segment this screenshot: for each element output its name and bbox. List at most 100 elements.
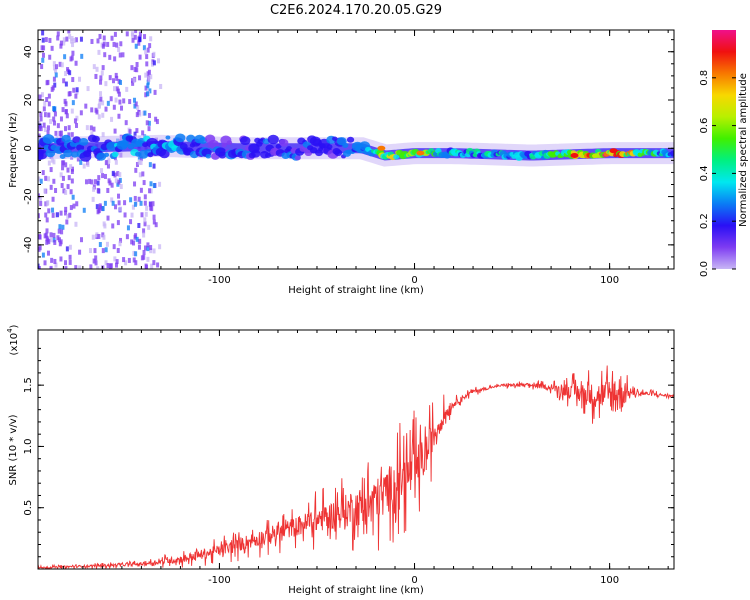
noise-speckle — [134, 260, 138, 266]
noise-speckle — [148, 162, 152, 168]
noise-speckle — [154, 222, 158, 228]
noise-speckle — [149, 188, 153, 194]
noise-speckle — [70, 132, 74, 138]
noise-speckle — [134, 233, 138, 239]
noise-speckle — [142, 250, 146, 256]
noise-speckle — [66, 184, 70, 190]
noise-speckle — [90, 131, 94, 137]
noise-speckle — [113, 86, 117, 92]
noise-speckle — [44, 37, 48, 43]
noise-speckle — [146, 256, 150, 262]
noise-speckle — [61, 175, 65, 181]
noise-speckle — [102, 41, 106, 47]
noise-speckle — [64, 206, 68, 212]
noise-speckle — [145, 61, 149, 67]
noise-speckle — [102, 234, 106, 240]
noise-speckle — [60, 229, 64, 235]
noise-speckle — [58, 61, 62, 67]
colorbar-ticks: 0.0 0.2 0.4 0.6 0.8 — [699, 70, 736, 277]
noise-speckle — [144, 245, 148, 251]
noise-speckle — [63, 54, 67, 60]
noise-speckle — [144, 49, 148, 55]
noise-speckle — [146, 47, 150, 53]
noise-speckle — [146, 83, 150, 89]
noise-speckle — [45, 235, 49, 241]
noise-speckle — [54, 262, 58, 268]
noise-speckle — [104, 247, 108, 253]
noise-speckle — [62, 37, 66, 43]
noise-speckle — [124, 260, 128, 266]
noise-speckle — [154, 116, 158, 122]
noise-speckle — [82, 207, 86, 213]
noise-speckle — [111, 200, 115, 206]
noise-speckle — [92, 126, 96, 132]
spectrogram-marks — [38, 30, 674, 269]
colorbar: 0.0 0.2 0.4 0.6 0.8 Normalized spectral ampl… — [699, 30, 749, 277]
ridge-blob — [174, 133, 186, 143]
noise-speckle — [99, 75, 103, 81]
noise-speckle — [133, 34, 137, 40]
noise-speckle — [135, 236, 139, 242]
noise-speckle — [131, 204, 135, 210]
noise-speckle — [47, 112, 51, 118]
noise-speckle — [72, 87, 76, 93]
noise-speckle — [109, 96, 113, 102]
noise-speckle — [79, 159, 83, 165]
noise-speckle — [51, 212, 55, 218]
noise-speckle — [135, 112, 139, 118]
noise-speckle — [38, 193, 41, 199]
noise-speckle — [50, 257, 54, 263]
noise-speckle — [61, 224, 65, 230]
noise-speckle — [113, 256, 117, 262]
noise-speckle — [38, 196, 42, 202]
noise-speckle — [56, 35, 60, 41]
x-tick-label: 100 — [600, 275, 619, 286]
noise-speckle — [139, 160, 143, 166]
noise-speckle — [78, 249, 82, 255]
noise-speckle — [64, 210, 68, 216]
noise-speckle — [104, 160, 108, 166]
noise-speckle — [108, 180, 112, 186]
noise-speckle — [145, 205, 149, 211]
noise-speckle — [148, 43, 152, 49]
noise-speckle — [61, 107, 65, 113]
noise-speckle — [50, 237, 54, 243]
noise-speckle — [95, 204, 99, 210]
noise-speckle — [76, 156, 80, 162]
noise-speckle — [102, 35, 106, 41]
noise-speckle — [110, 116, 114, 122]
noise-speckle — [38, 176, 41, 182]
noise-speckle — [56, 235, 60, 241]
noise-speckle — [93, 248, 97, 254]
noise-speckle — [104, 106, 108, 112]
noise-speckle — [62, 160, 66, 166]
noise-speckle — [79, 110, 83, 116]
noise-speckle — [122, 257, 126, 263]
noise-speckle — [52, 178, 56, 184]
noise-speckle — [134, 43, 138, 49]
noise-speckle — [114, 72, 118, 78]
noise-speckle — [90, 179, 94, 185]
noise-speckle — [68, 212, 72, 218]
noise-speckle — [113, 31, 117, 37]
noise-speckle — [43, 233, 47, 239]
noise-speckle — [73, 118, 77, 124]
noise-speckle — [132, 257, 136, 263]
noise-speckle — [101, 100, 105, 106]
noise-speckle — [159, 83, 163, 89]
noise-speckle — [41, 57, 45, 63]
noise-speckle — [106, 41, 110, 47]
noise-speckle — [131, 37, 135, 43]
noise-speckle — [97, 49, 101, 55]
noise-speckle — [71, 42, 75, 48]
noise-speckle — [99, 96, 103, 102]
noise-speckle — [130, 65, 134, 71]
noise-speckle — [66, 213, 70, 219]
noise-speckle — [75, 201, 79, 207]
noise-speckle — [143, 200, 147, 206]
noise-speckle — [118, 241, 122, 247]
x-tick-label: 100 — [600, 575, 619, 586]
noise-speckle — [128, 129, 132, 135]
noise-speckle — [52, 116, 56, 122]
